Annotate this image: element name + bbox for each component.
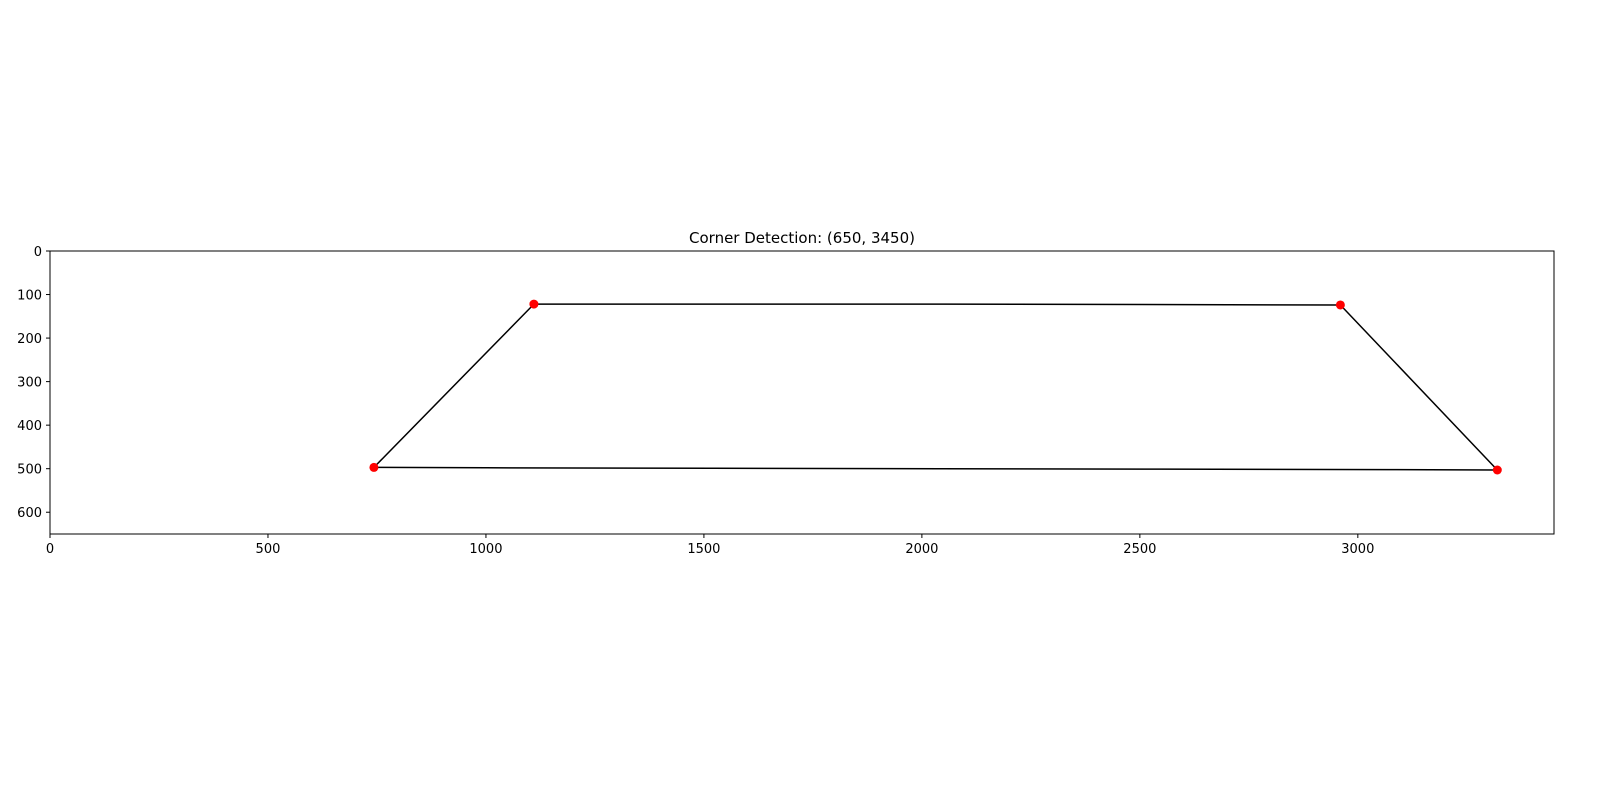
corner-point [1492, 465, 1502, 475]
y-tick-label: 500 [17, 463, 42, 478]
x-tick-label: 2000 [905, 542, 938, 557]
y-tick-label: 0 [34, 245, 42, 260]
corner-point [529, 299, 539, 309]
y-tick-label: 400 [17, 419, 42, 434]
detected-contour-line [373, 303, 1499, 471]
chart-title: Corner Detection: (650, 3450) [689, 229, 915, 247]
corner-point [369, 462, 379, 472]
x-tick-label: 3000 [1341, 542, 1374, 557]
y-tick-label: 600 [17, 506, 42, 521]
x-tick-label: 1500 [687, 542, 720, 557]
y-axis: 0 100 200 300 400 500 600 [17, 245, 50, 521]
x-tick-label: 1000 [469, 542, 502, 557]
x-tick-label: 500 [256, 542, 281, 557]
y-tick-label: 300 [17, 376, 42, 391]
y-tick-label: 200 [17, 332, 42, 347]
x-axis: 0 500 1000 1500 2000 2500 3000 [46, 534, 1374, 557]
axes-frame [49, 250, 1555, 535]
y-tick-label: 100 [17, 289, 42, 304]
plot-area [369, 299, 1502, 475]
x-tick-label: 0 [46, 542, 54, 557]
corner-point [1335, 300, 1345, 310]
x-tick-label: 2500 [1123, 542, 1156, 557]
